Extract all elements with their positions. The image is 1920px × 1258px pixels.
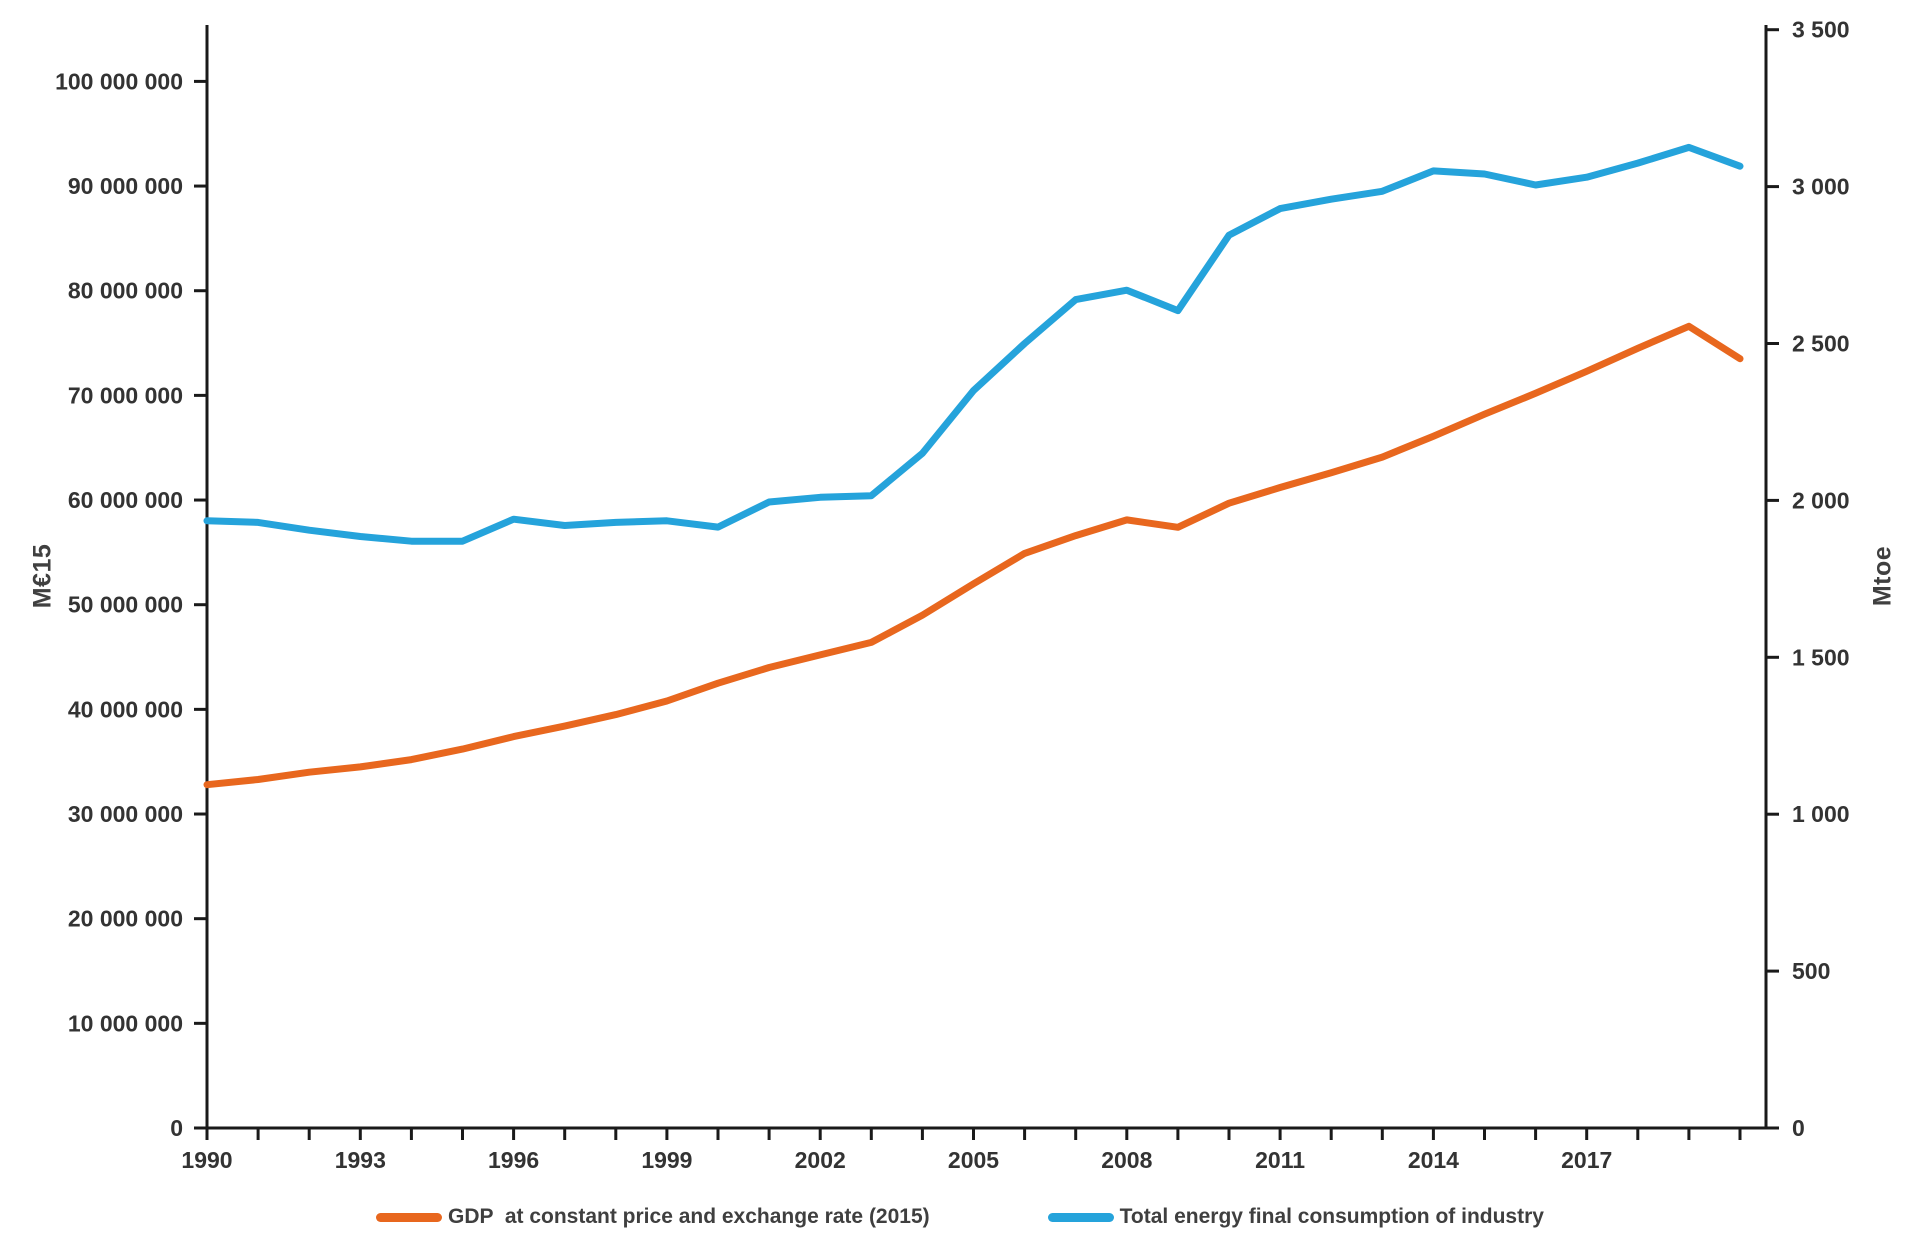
gdp-line-swatch xyxy=(376,1212,443,1222)
left-axis-tick-label: 40 000 000 xyxy=(68,696,183,722)
x-axis-tick-label: 1990 xyxy=(181,1147,232,1173)
x-axis-tick-label: 2002 xyxy=(795,1147,846,1173)
left-axis-tick-label: 10 000 000 xyxy=(68,1010,183,1036)
x-axis-tick-label: 1996 xyxy=(488,1147,539,1173)
right-axis-tick-label: 2 000 xyxy=(1792,487,1850,513)
right-axis-tick-label: 1 000 xyxy=(1792,801,1850,827)
left-axis-tick-label: 70 000 000 xyxy=(68,382,183,408)
left-axis-tick-label: 0 xyxy=(170,1115,183,1141)
right-axis-tick-label: 1 500 xyxy=(1792,644,1850,670)
legend: GDP at constant price and exchange rate … xyxy=(0,1205,1920,1229)
right-axis-tick-label: 3 500 xyxy=(1792,17,1850,43)
legend-label-energy: Total energy final consumption of indust… xyxy=(1119,1205,1544,1228)
right-axis-tick-label: 500 xyxy=(1792,958,1830,984)
x-axis-tick-label: 2017 xyxy=(1561,1147,1612,1173)
left-axis-tick-label: 20 000 000 xyxy=(68,906,183,932)
left-axis-tick-label: 50 000 000 xyxy=(68,592,183,618)
x-axis-tick-label: 1999 xyxy=(641,1147,692,1173)
legend-label-gdp: GDP at constant price and exchange rate … xyxy=(448,1205,930,1228)
right-axis-tick-label: 2 500 xyxy=(1792,331,1850,357)
left-axis-tick-label: 90 000 000 xyxy=(68,173,183,199)
right-axis-tick-label: 3 000 xyxy=(1792,174,1850,200)
legend-item-gdp: GDP at constant price and exchange rate … xyxy=(376,1205,930,1229)
x-axis-tick-label: 2011 xyxy=(1255,1147,1305,1173)
legend-item-energy: Total energy final consumption of indust… xyxy=(1047,1205,1544,1229)
x-axis-tick-label: 2008 xyxy=(1101,1147,1152,1173)
left-axis-tick-label: 30 000 000 xyxy=(68,801,183,827)
x-axis-tick-label: 2005 xyxy=(948,1147,999,1173)
x-axis-tick-label: 2014 xyxy=(1408,1147,1459,1173)
right-axis-title: Mtoe xyxy=(1868,545,1897,607)
right-axis-tick-label: 0 xyxy=(1792,1115,1805,1141)
energy-line-swatch xyxy=(1047,1212,1114,1222)
left-axis-tick-label: 100 000 000 xyxy=(55,68,183,94)
x-axis-tick-label: 1993 xyxy=(335,1147,386,1173)
left-axis-title: M€15 xyxy=(28,543,57,609)
gdp-line-series xyxy=(203,322,1744,789)
left-axis-tick-label: 80 000 000 xyxy=(68,278,183,304)
left-axis-tick-label: 60 000 000 xyxy=(68,487,183,513)
energy-line-series xyxy=(203,143,1744,545)
